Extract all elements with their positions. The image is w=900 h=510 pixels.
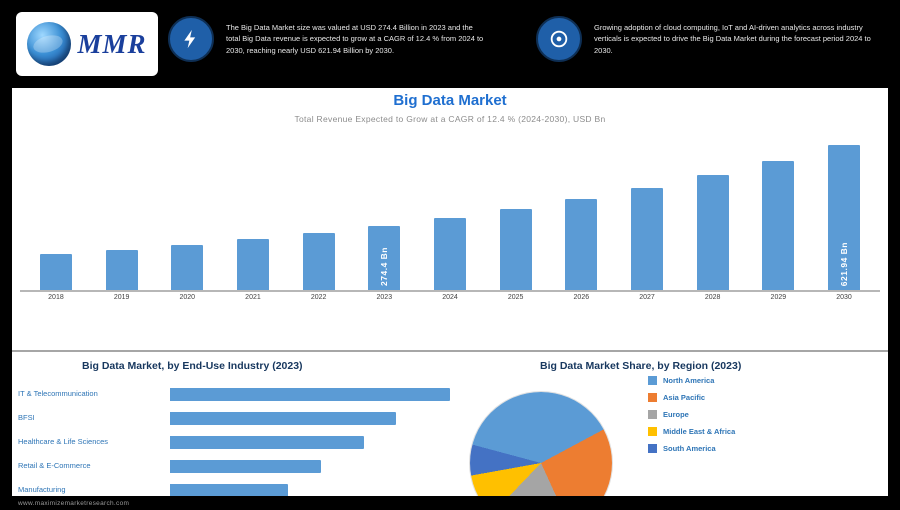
column-slot [549, 130, 613, 290]
footer: www.maximizemarketresearch.com [0, 496, 900, 510]
legend-item: South America [648, 444, 735, 453]
hbar-bar [170, 411, 396, 425]
hbar-category-label: Retail & E-Commerce [18, 460, 91, 470]
hbar-category-label: IT & Telecommunication [18, 388, 98, 398]
axis-tick-label: 2027 [639, 294, 655, 301]
hbar-category-label: Healthcare & Life Sciences [18, 436, 109, 446]
revenue-bar [433, 218, 466, 290]
hbar-row: Retail & E-Commerce [18, 454, 478, 478]
column-chart-bars: 274.4 Bn 621.94 Bn [20, 130, 880, 292]
hbar-row: Healthcare & Life Sciences [18, 430, 478, 454]
revenue-bar [630, 188, 663, 290]
axis-tick-label: 2025 [507, 294, 524, 301]
bar-value-label: 274.4 Bn [379, 247, 390, 286]
legend-item: Asia Pacific [648, 393, 735, 402]
column-slot [746, 130, 810, 290]
revenue-bar: 621.94 Bn [828, 145, 860, 290]
revenue-bar [762, 161, 795, 290]
hbar-bar [170, 459, 321, 473]
target-icon [536, 16, 582, 62]
market-size-text: The Big Data Market size was valued at U… [226, 22, 484, 55]
content-panel: Big Data Market Total Revenue Expected t… [12, 88, 888, 510]
hbar-category-label: BFSI [18, 412, 35, 422]
column-slot [484, 130, 548, 290]
column-slot: 621.94 Bn [812, 130, 876, 290]
revenue-bar: 274.4 Bn [368, 226, 401, 290]
section-divider [12, 350, 888, 352]
column-slot: 274.4 Bn [352, 130, 416, 290]
revenue-bar [39, 254, 72, 290]
revenue-bar [105, 250, 138, 290]
hbar-row: IT & Telecommunication [18, 382, 478, 406]
column-chart-axis: 2018 2019 2020 2021 2022 2023 2024 2025 2026 2027… [20, 292, 880, 301]
globe-icon [27, 22, 72, 66]
axis-tick-label: 2024 [442, 294, 458, 301]
column-slot [681, 130, 745, 290]
axis-tick-label: 2026 [573, 294, 590, 301]
legend-label: Asia Pacific [663, 393, 706, 402]
axis-tick-label: 2022 [310, 294, 327, 301]
axis-tick-label: 2018 [48, 294, 64, 301]
bar-value-label: 621.94 Bn [839, 241, 849, 286]
revenue-column-chart: 274.4 Bn 621.94 Bn 2018 2019 2020 2021 2022 20… [20, 130, 880, 301]
legend-swatch [648, 444, 657, 453]
header: MMR The Big Data Market size was valued … [0, 0, 900, 88]
forecast-stat: Growing adoption of cloud computing, IoT… [536, 16, 884, 62]
industry-hbar-chart: IT & Telecommunication BFSI Healthcare & L… [18, 382, 478, 510]
mmr-logo: MMR [16, 12, 158, 76]
legend-item: Europe [648, 410, 735, 419]
pie-legend: North America Asia Pacific Europe Middle Ea… [648, 376, 735, 453]
legend-label: Europe [663, 410, 689, 419]
revenue-bar [696, 175, 729, 290]
revenue-bar [302, 233, 335, 290]
axis-tick-label: 2020 [179, 294, 196, 301]
column-slot [24, 130, 88, 290]
column-slot [155, 130, 219, 290]
column-slot [221, 130, 285, 290]
axis-tick-label: 2019 [113, 294, 130, 301]
hbar-bar [170, 387, 450, 401]
hbar-bar [170, 435, 364, 449]
legend-item: Middle East & Africa [648, 427, 735, 436]
axis-tick-label: 2023 [376, 294, 393, 301]
legend-label: Middle East & Africa [663, 427, 736, 436]
pie-chart-title: Big Data Market Share, by Region (2023) [540, 360, 742, 372]
hbar-category-label: Manufacturing [18, 484, 66, 494]
legend-swatch [648, 376, 657, 385]
page-title: Big Data Market [393, 92, 507, 109]
market-size-stat: The Big Data Market size was valued at U… [168, 16, 488, 62]
column-slot [418, 130, 482, 290]
axis-tick-label: 2028 [704, 294, 721, 301]
column-slot [90, 130, 154, 290]
axis-tick-label: 2029 [770, 294, 787, 301]
lightning-icon [168, 16, 214, 62]
hbar-bar [170, 483, 288, 497]
hbar-row: BFSI [18, 406, 478, 430]
axis-tick-label: 2021 [245, 294, 261, 301]
website-link[interactable]: www.maximizemarketresearch.com [18, 500, 130, 507]
hbar-chart-title: Big Data Market, by End-Use Industry (20… [82, 360, 303, 372]
hbar-row: Manufacturing [18, 478, 478, 502]
forecast-text: Growing adoption of cloud computing, IoT… [594, 22, 871, 55]
revenue-bar [565, 199, 598, 290]
page-subtitle: Total Revenue Expected to Grow at a CAGR… [294, 114, 606, 124]
revenue-bar [499, 209, 532, 290]
legend-swatch [648, 410, 657, 419]
revenue-bar [236, 239, 269, 290]
legend-item: North America [648, 376, 735, 385]
column-slot [287, 130, 351, 290]
region-pie-chart [470, 392, 612, 510]
revenue-bar [171, 245, 204, 290]
legend-swatch [648, 393, 657, 402]
column-slot [615, 130, 679, 290]
legend-label: South America [663, 444, 716, 453]
logo-text: MMR [77, 28, 147, 59]
axis-tick-label: 2030 [836, 294, 852, 301]
legend-swatch [648, 427, 657, 436]
legend-label: North America [663, 376, 715, 385]
